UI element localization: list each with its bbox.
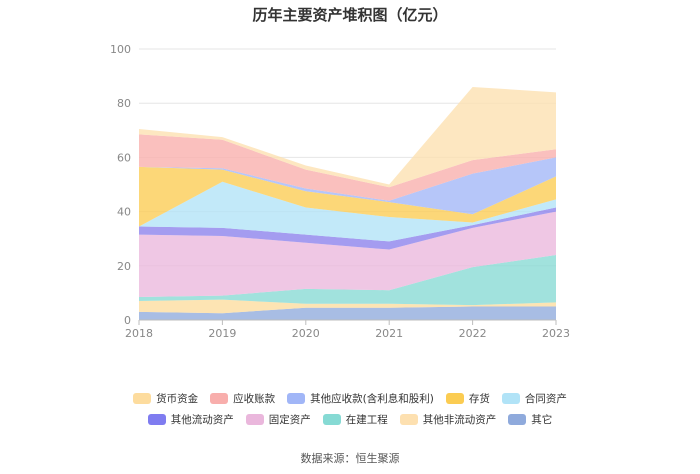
legend-label: 其他应收款(含利息和股利) [310,393,434,405]
legend-swatch [399,414,418,425]
legend-label: 其他流动资产 [170,414,234,426]
legend-swatch [147,414,166,425]
legend-swatch [445,393,464,404]
area-其他非流动资产 [139,86,556,188]
legend-item[interactable]: 其他非流动资产 [399,412,497,427]
legend-swatch [501,393,520,404]
source-note: 数据来源：恒生聚源 [300,452,400,465]
legend-label: 存货 [468,393,490,405]
area-在建工程 [139,254,556,306]
y-tick-label: 40 [117,206,131,219]
legend-label: 应收账款 [233,393,276,405]
legend-item[interactable]: 货币资金 [133,391,198,406]
x-tick-label: 2021 [375,327,403,340]
legend-item[interactable]: 其他流动资产 [147,412,234,427]
legend-label: 其他非流动资产 [422,414,497,426]
chart-title: 历年主要资产堆积图（亿元） [252,6,448,24]
legend-swatch [287,393,306,404]
area-存货 [139,166,556,227]
legend-swatch [245,414,264,425]
x-tick-label: 2018 [125,327,153,340]
legend-item[interactable]: 其它 [508,412,552,427]
legend-item[interactable]: 固定资产 [245,412,311,427]
x-tick-label: 2023 [542,327,570,340]
legend-item[interactable]: 应收账款 [210,391,275,406]
legend-label: 货币资金 [156,393,199,405]
legend-swatch [322,414,341,425]
legend-swatch [210,393,229,404]
area-其他流动资产 [139,207,556,250]
legend-swatch [508,414,527,425]
y-tick-label: 0 [124,314,131,327]
legend-swatch [133,393,152,404]
area-应收账款 [139,134,556,201]
legend-label: 其它 [531,414,553,426]
legend-item[interactable]: 其他应收款(含利息和股利) [287,391,434,406]
area-其他应收款(含利息和股利) [139,157,556,215]
area-固定资产 [139,211,556,297]
area-其它 [139,306,556,320]
legend-label: 合同资产 [524,393,567,405]
axes: 0 20 40 60 80 100 2018 2019 2020 2021 2022 2023 [110,43,570,340]
legend-label: 在建工程 [345,414,388,426]
x-tick-label: 2022 [459,327,487,340]
area-合同资产 [139,181,556,242]
legend-row-2: 其他流动资产 固定资产 在建工程 其他非流动资产 其它 [0,412,700,427]
x-tick-label: 2019 [208,327,236,340]
legend-item[interactable]: 合同资产 [501,391,567,406]
stacked-areas [139,86,556,320]
x-tick-label: 2020 [292,327,320,340]
y-tick-label: 100 [110,43,131,56]
y-tick-label: 20 [117,260,131,273]
legend-row-1: 货币资金 应收账款 其他应收款(含利息和股利) 存货 合同资产 [0,391,700,406]
legend-label: 固定资产 [268,414,311,426]
area-货币资金 [139,299,556,314]
legend-item[interactable]: 在建工程 [322,412,388,427]
y-tick-label: 80 [117,97,131,110]
legend-item[interactable]: 存货 [445,391,490,406]
y-tick-label: 60 [117,151,131,164]
